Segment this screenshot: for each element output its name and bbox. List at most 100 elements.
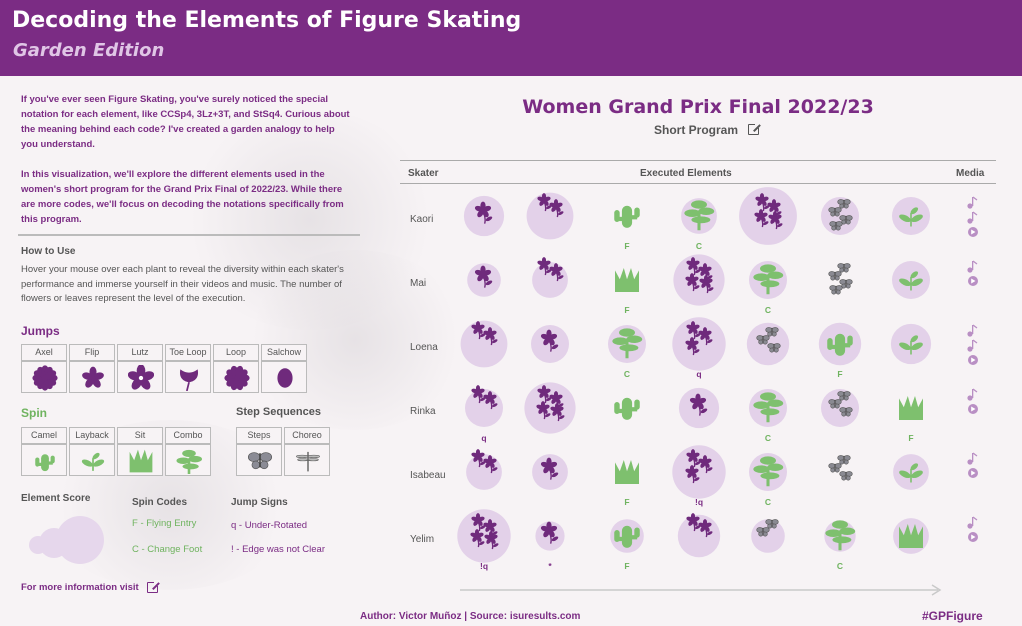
element-plant-violet[interactable] [672, 317, 726, 371]
jump-legend-label: Loop [213, 344, 259, 361]
element-plant-butterfly[interactable] [828, 263, 853, 295]
bud-icon [277, 368, 293, 388]
intro-paragraph-2: In this visualization, we'll explore the… [21, 169, 344, 225]
element-plant-sprout[interactable] [890, 323, 932, 365]
music-note-icon[interactable] [967, 260, 978, 273]
element-plant-cactus[interactable] [818, 322, 862, 366]
more-info-link[interactable]: For more information visit [21, 582, 139, 593]
element-plant-butterfly[interactable] [821, 389, 859, 427]
play-video-icon[interactable] [968, 355, 978, 365]
element-plant-violet[interactable] [739, 187, 797, 245]
element-plant-violet[interactable] [465, 385, 503, 427]
jump-sign-under-rotated: q - Under-Rotated [231, 520, 308, 531]
skater-name: Loena [410, 342, 438, 353]
element-plant-violet[interactable] [457, 509, 511, 563]
element-plant-grass[interactable] [615, 268, 639, 292]
play-video-icon[interactable] [968, 468, 978, 478]
music-note-icon[interactable] [967, 339, 978, 352]
element-plant-violet[interactable] [467, 263, 501, 297]
external-link-icon[interactable] [147, 580, 160, 593]
element-plant-violet[interactable] [466, 449, 502, 490]
element-plant-butterfly[interactable] [746, 322, 790, 366]
skater-name: Mai [410, 278, 427, 289]
element-code: C [765, 497, 771, 507]
element-code: F [624, 497, 629, 507]
spin-legend-label: Layback [69, 427, 115, 444]
play-video-icon[interactable] [968, 532, 978, 542]
element-plant-violet[interactable] [531, 325, 569, 363]
element-plant-violet[interactable] [678, 387, 720, 429]
element-plant-tree[interactable] [749, 453, 787, 491]
tree-icon [176, 449, 202, 474]
element-plant-tree[interactable] [749, 389, 787, 427]
table-header-rule [400, 183, 996, 184]
chart-title: Women Grand Prix Final 2022/23 [522, 96, 874, 118]
butterfly-icon [247, 452, 273, 470]
violet-icon [128, 365, 154, 390]
element-plant-grass[interactable] [893, 518, 929, 554]
element-plant-violet[interactable] [532, 454, 568, 490]
element-plant-tree[interactable] [681, 198, 717, 234]
cactus-icon [35, 454, 55, 472]
jump-legend-cell [117, 361, 163, 393]
play-video-icon[interactable] [968, 404, 978, 414]
element-plant-butterfly[interactable] [821, 197, 859, 235]
element-plant-sprout[interactable] [893, 454, 929, 490]
element-code: C [696, 241, 702, 251]
element-plant-violet[interactable] [672, 445, 726, 499]
element-plant-tree[interactable] [824, 520, 856, 552]
element-plant-sprout[interactable] [892, 197, 930, 235]
spin-legend-cell [117, 444, 163, 476]
jump-legend-cell [21, 361, 67, 393]
chart-subtitle[interactable]: Short Program [654, 123, 739, 137]
element-plant-butterfly[interactable] [828, 455, 853, 481]
element-plant-violet[interactable] [524, 382, 576, 434]
play-video-icon[interactable] [968, 227, 978, 237]
element-plant-grass[interactable] [615, 460, 639, 484]
skater-name: Yelim [410, 534, 435, 545]
grass-icon [129, 449, 153, 473]
element-plant-grass[interactable] [899, 396, 923, 420]
music-note-icon[interactable] [967, 211, 978, 224]
element-code: C [765, 305, 771, 315]
external-link-icon[interactable] [748, 122, 761, 135]
daisy-icon [224, 365, 250, 391]
element-plant-sprout[interactable] [892, 261, 930, 299]
sprout-icon [81, 452, 105, 471]
hashtag[interactable]: #GPFigure [922, 609, 983, 623]
element-code: q [696, 369, 701, 379]
column-header-skater: Skater [408, 168, 439, 179]
element-plant-cactus[interactable] [614, 205, 640, 228]
skater-name: Rinka [410, 406, 436, 417]
element-plant-tree[interactable] [608, 325, 646, 363]
gerbera-icon [32, 365, 58, 391]
page-title: Decoding the Elements of Figure Skating [12, 8, 522, 33]
element-score-bubbles [29, 516, 104, 564]
intro-paragraph-1: If you've ever seen Figure Skating, you'… [21, 94, 350, 150]
spin-title: Spin [21, 406, 47, 420]
spin-codes-title: Spin Codes [132, 497, 188, 508]
element-plant-butterfly[interactable] [751, 519, 785, 553]
element-code: F [908, 433, 913, 443]
music-note-icon[interactable] [967, 388, 978, 401]
music-note-icon[interactable] [967, 516, 978, 529]
element-plant-violet[interactable] [673, 254, 725, 306]
element-plant-violet[interactable] [463, 195, 505, 237]
element-plant-violet[interactable] [460, 320, 508, 368]
music-note-icon[interactable] [967, 324, 978, 337]
play-video-icon[interactable] [968, 276, 978, 286]
element-plant-cactus[interactable] [610, 519, 644, 553]
element-plant-violet[interactable] [532, 257, 568, 298]
element-plant-cactus[interactable] [614, 397, 640, 420]
jump-legend-label: Axel [21, 344, 67, 361]
timeline-arrow [460, 584, 942, 596]
tulip-icon [179, 369, 199, 391]
spin-legend-cell [69, 444, 115, 476]
element-code: !q [695, 497, 703, 507]
music-note-icon[interactable] [967, 196, 978, 209]
element-plant-violet[interactable] [535, 521, 565, 551]
element-plant-tree[interactable] [749, 261, 787, 299]
music-note-icon[interactable] [967, 452, 978, 465]
element-plant-violet[interactable] [677, 513, 721, 558]
element-plant-violet[interactable] [526, 192, 574, 240]
